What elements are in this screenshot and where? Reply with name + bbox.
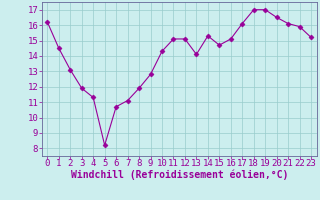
X-axis label: Windchill (Refroidissement éolien,°C): Windchill (Refroidissement éolien,°C) <box>70 170 288 180</box>
